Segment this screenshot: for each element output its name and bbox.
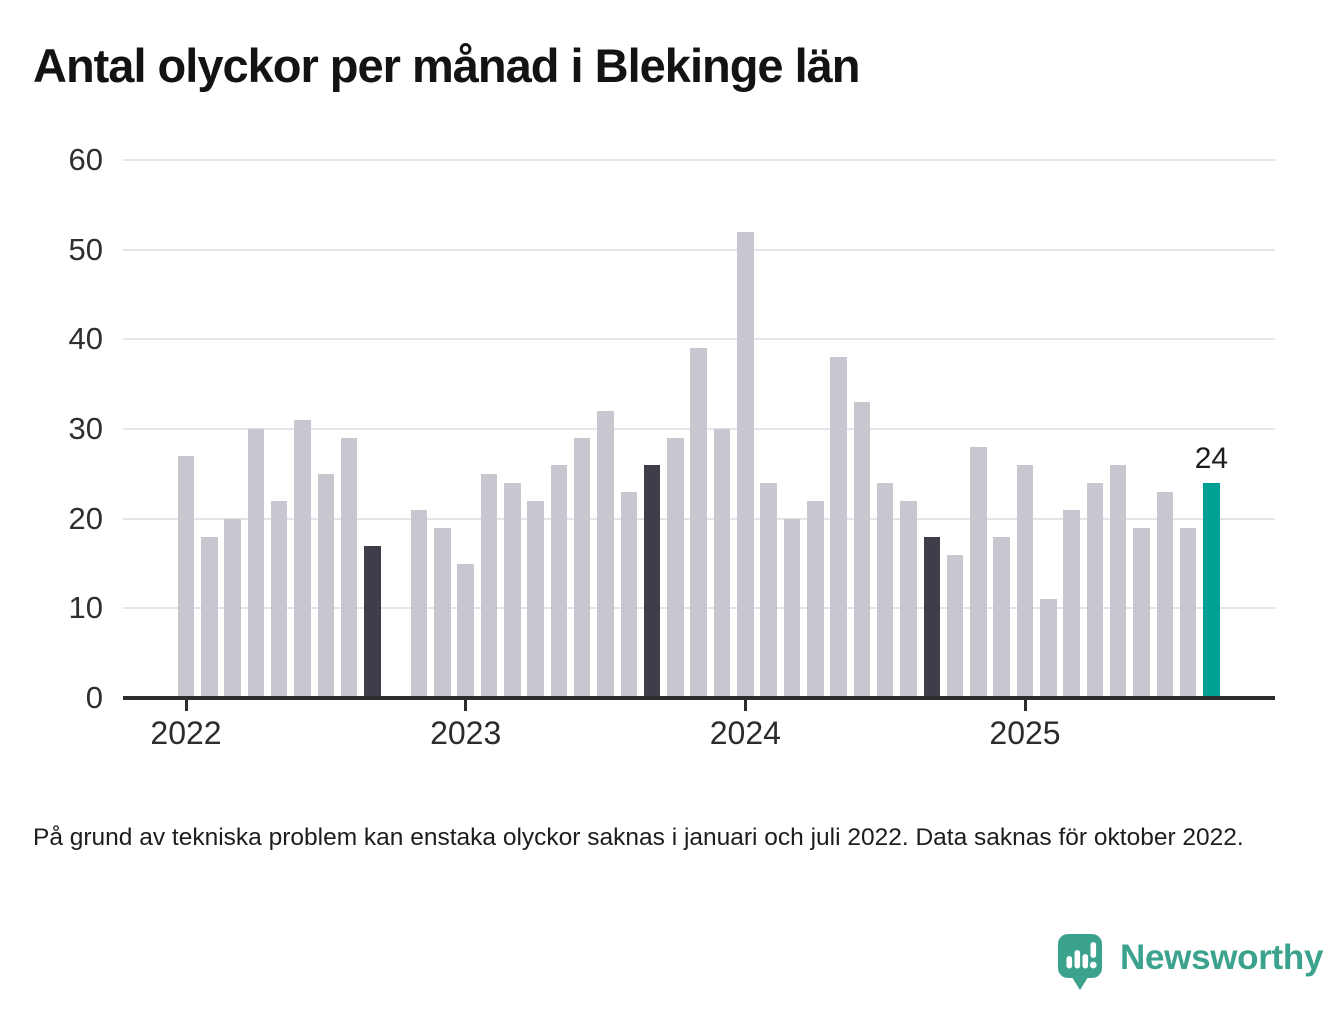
y-axis-tick-20: 20	[68, 500, 103, 536]
bar-2024-05	[830, 357, 847, 698]
bar-2024-11	[970, 446, 987, 698]
bar-2024-09	[923, 536, 941, 698]
x-axis-tick-2023	[464, 698, 468, 711]
bar-2024-04	[807, 500, 824, 698]
bar-2022-04	[247, 429, 265, 698]
bar-2023-05	[550, 464, 568, 698]
bar-2022-09	[364, 545, 381, 698]
bar-2024-06	[853, 402, 871, 698]
y-axis-tick-50: 50	[68, 231, 103, 267]
chart-title: Antal olyckor per månad i Blekinge län	[33, 39, 861, 92]
bar-2025-03	[1063, 509, 1080, 698]
bar-2023-09	[643, 464, 661, 698]
bar-2024-07	[876, 482, 894, 698]
bar-2024-01	[737, 231, 754, 698]
bar-2022-02	[201, 536, 218, 698]
bar-2023-02	[480, 473, 498, 698]
y-axis-tick-60: 60	[68, 142, 103, 177]
bar-2023-01	[457, 563, 474, 698]
bar-2025-05	[1109, 464, 1127, 698]
bar-2023-08	[620, 491, 638, 698]
gridline-y-60	[123, 159, 1275, 161]
bar-2023-06	[573, 437, 591, 698]
gridline-y-40	[123, 338, 1275, 341]
bar-2025-07	[1156, 491, 1174, 698]
y-axis-tick-40: 40	[68, 321, 103, 357]
bar-2024-03	[783, 518, 801, 698]
bar-chart-plot-area: 0 10 20 30 40 50 60 2022 2023 2024 2025 24	[68, 142, 1275, 751]
x-axis-label-2024: 2024	[709, 715, 781, 751]
x-axis-tick-2024	[743, 698, 747, 711]
y-axis-tick-0: 0	[85, 680, 103, 715]
bar-2025-02	[1040, 599, 1057, 698]
newsworthy-logo-icon	[1058, 934, 1102, 990]
bar-2025-09	[1203, 482, 1220, 698]
accent-bar-value-label: 24	[1194, 441, 1229, 475]
bar-2023-04	[527, 500, 544, 698]
bar-2023-10	[667, 437, 684, 698]
x-axis-tick-2025	[1023, 698, 1027, 711]
bar-2025-06	[1133, 527, 1150, 698]
bar-2022-01	[177, 455, 195, 698]
newsworthy-brand: Newsworthy	[1057, 933, 1323, 995]
bar-2022-08	[340, 437, 358, 698]
x-axis-label-2022: 2022	[150, 715, 222, 751]
chart-footnote: På grund av tekniska problem kan enstaka…	[33, 824, 1244, 851]
gridline-y-50	[123, 248, 1275, 251]
bar-2025-04	[1086, 482, 1104, 698]
bar-2022-12	[434, 527, 451, 698]
bar-2022-05	[270, 500, 288, 698]
bar-2023-11	[690, 348, 707, 698]
bar-2025-08	[1179, 527, 1197, 698]
bar-2022-03	[224, 518, 241, 698]
y-axis-tick-10: 10	[68, 590, 103, 626]
bar-2024-12	[993, 536, 1010, 698]
bar-2024-10	[946, 554, 964, 698]
bar-2022-06	[294, 420, 311, 698]
bar-2022-11	[410, 509, 428, 698]
brand-name: Newsworthy	[1120, 938, 1324, 977]
x-axis-label-2023: 2023	[430, 715, 502, 751]
x-axis-line	[123, 696, 1275, 700]
bar-2024-08	[900, 500, 917, 698]
bar-2022-07	[317, 473, 335, 698]
bar-2025-01	[1016, 464, 1034, 698]
x-axis-tick-2022	[184, 698, 188, 711]
y-axis-tick-30: 30	[68, 411, 103, 446]
x-axis-label-2025: 2025	[989, 715, 1061, 751]
bar-2023-12	[713, 429, 731, 698]
bar-2023-03	[504, 482, 521, 698]
bar-2023-07	[597, 411, 614, 698]
bar-2024-02	[760, 482, 777, 698]
